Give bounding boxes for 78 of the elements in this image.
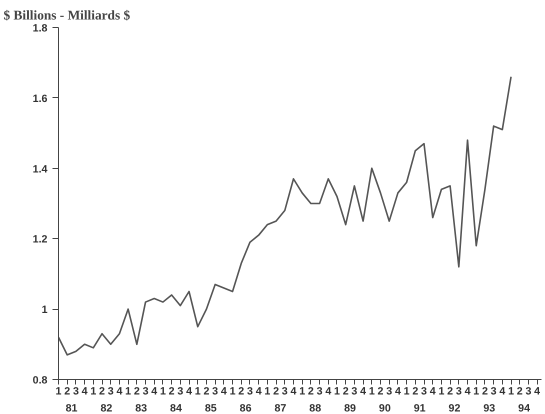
x-tick-label: 4 [430,386,436,398]
x-tick-label: 2 [238,386,244,398]
x-tick-label: 2 [203,386,210,398]
x-tick-label: 1 [264,386,270,398]
x-tick-label: 1 [334,386,340,398]
x-tick-label: 4 [256,386,262,398]
x-tick-label: 1 [404,386,410,398]
text: 87 [274,402,286,414]
x-tick-label: 3 [282,386,288,398]
y-tick-label: 0.8 [32,374,48,386]
x-tick-label: 3 [177,386,184,398]
x-tick-label: 4 [394,386,401,398]
x-tick-label: 3 [525,386,532,398]
x-tick-label: 2 [168,386,175,398]
x-tick-label: 4 [82,386,88,398]
x-tick-label: 2 [378,386,384,398]
text: 86 [240,402,252,414]
x-tick-label: 1 [125,386,132,398]
y-tick-label: 1 [42,304,48,316]
x-tick-label: 4 [220,386,227,398]
x-tick-label: 3 [316,386,323,398]
x-tick-label: 4 [360,386,366,398]
text: 93 [483,402,496,414]
x-tick-label: 2 [308,386,314,398]
x-tick-label: 3 [246,386,253,398]
x-tick-label: 2 [64,386,70,398]
x-tick-label: 2 [482,386,488,398]
x-tick-label: 3 [456,386,462,398]
x-tick-label: 4 [499,386,506,398]
x-tick-label: 1 [230,386,236,398]
text: 83 [135,402,148,414]
x-tick-label: 4 [116,386,122,398]
x-tick-label: 4 [290,386,297,398]
x-tick-label: 2 [447,386,454,398]
x-tick-label: 1 [473,386,480,398]
y-tick-label: 1.4 [32,163,48,176]
x-tick-label: 2 [99,386,106,398]
x-tick-label: 4 [151,386,158,398]
text: 85 [204,402,217,414]
x-tick-label: 3 [142,386,149,398]
x-tick-label: 3 [490,386,497,398]
x-tick-label: 2 [412,386,418,398]
text: 91 [414,402,426,414]
x-tick-label: 3 [212,386,218,398]
x-tick-label: 3 [72,386,79,398]
line-series [58,76,512,356]
text: 94 [518,402,530,414]
x-tick-label: 4 [325,386,332,398]
text: 92 [448,402,460,414]
x-tick-label: 1 [90,386,96,398]
text: 88 [309,402,322,414]
text: 84 [170,402,182,414]
x-tick-label: 1 [508,386,514,398]
x-tick-label: 2 [342,386,349,398]
x-tick-label: 1 [299,386,306,398]
x-tick-label: 2 [273,386,280,398]
x-tick-label: 3 [386,386,392,398]
x-tick-label: 3 [421,386,428,398]
y-tick-label: 1.8 [32,22,48,34]
x-tick-label: 3 [351,386,358,398]
text: 81 [66,402,78,414]
y-tick-label: 1.6 [32,92,48,105]
x-tick-label: 1 [438,386,444,398]
x-tick-label: 2 [516,386,523,398]
x-tick-label: 4 [464,386,471,398]
y-tick-label: 1.2 [32,234,48,246]
x-tick-label: 3 [108,386,114,398]
text: 82 [100,402,112,414]
text: 90 [378,402,391,414]
chart-title: $ Billions - Milliards $ [4,8,130,22]
x-tick-label: 1 [368,386,375,398]
x-tick-label: 2 [134,386,140,398]
x-tick-label: 4 [186,386,192,398]
text: 89 [344,402,356,414]
x-tick-label: 1 [56,386,62,398]
x-tick-label: 1 [194,386,201,398]
x-tick-label: 4 [534,386,540,398]
x-tick-label: 1 [160,386,166,398]
